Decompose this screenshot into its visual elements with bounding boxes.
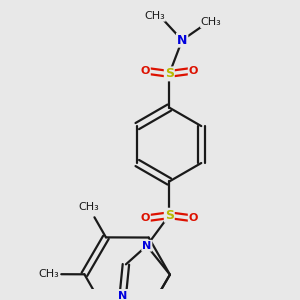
Text: CH₃: CH₃	[78, 202, 99, 212]
Text: S: S	[165, 209, 174, 222]
Text: N: N	[118, 292, 127, 300]
Text: O: O	[189, 213, 198, 224]
Text: CH₃: CH₃	[144, 11, 165, 21]
Text: CH₃: CH₃	[39, 269, 59, 279]
Text: N: N	[142, 241, 152, 251]
Text: O: O	[140, 66, 150, 76]
Text: O: O	[189, 66, 198, 76]
Text: S: S	[165, 68, 174, 80]
Text: O: O	[140, 213, 150, 224]
Text: CH₃: CH₃	[201, 17, 221, 28]
Text: N: N	[177, 34, 187, 47]
